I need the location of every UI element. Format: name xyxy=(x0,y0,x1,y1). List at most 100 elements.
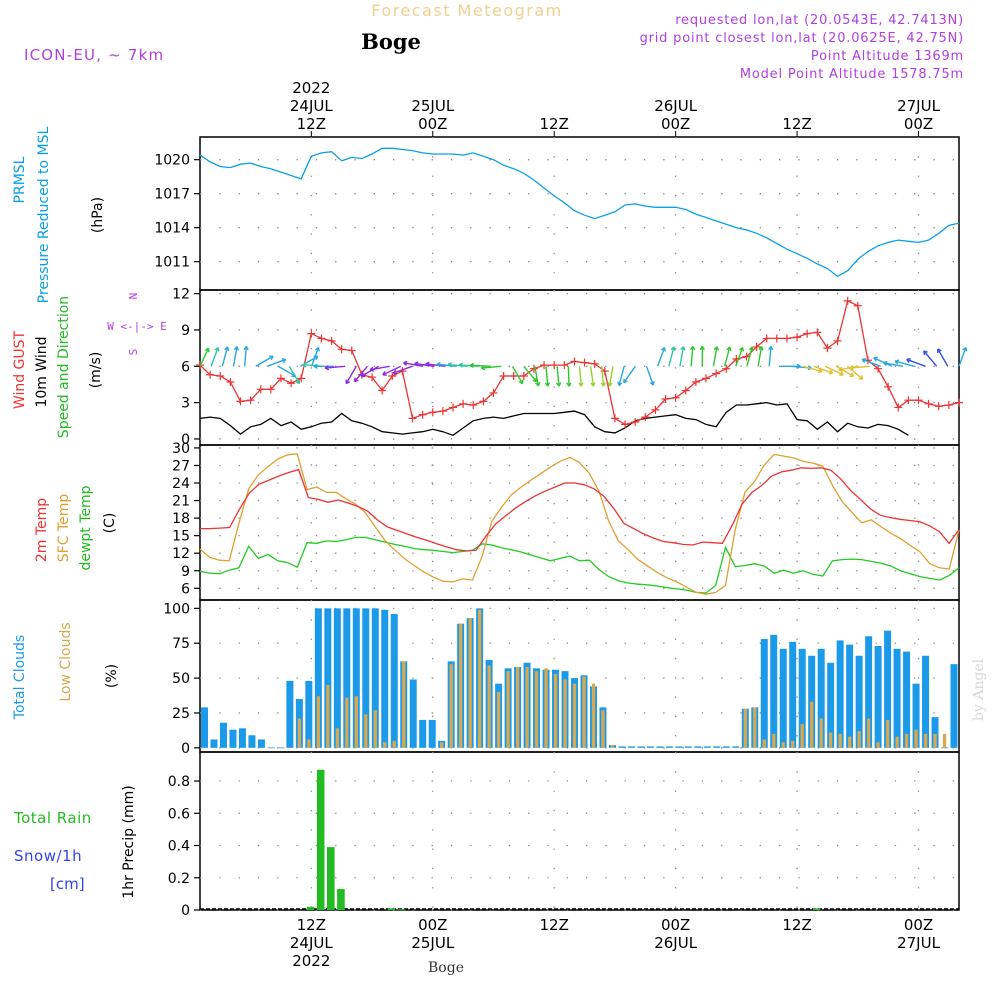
total-cloud-bar xyxy=(257,739,265,748)
wind-arrow xyxy=(567,366,570,387)
low-cloud-bar xyxy=(743,708,747,748)
wind-arrow-head xyxy=(269,355,274,361)
wind-arrow-head xyxy=(425,361,430,367)
total-cloud-bar xyxy=(836,640,844,748)
total-cloud-bar xyxy=(201,707,208,748)
wind-speed-dir-label: Speed and Direction xyxy=(56,296,72,438)
gust-marker xyxy=(449,403,457,412)
wind-arrow-head xyxy=(353,377,359,383)
bottom-time-label: 26JUL xyxy=(654,934,697,952)
wind-10m-label: 10m Wind xyxy=(34,336,50,407)
gust-marker xyxy=(702,374,710,383)
clouds-plot xyxy=(201,608,958,749)
gust-marker xyxy=(388,371,397,380)
wind-arrow-head xyxy=(447,362,452,368)
low-cloud-bar xyxy=(876,742,880,748)
total-cloud-bar xyxy=(893,648,901,748)
wind-arrow-head xyxy=(838,366,843,372)
compass-north: N xyxy=(127,293,140,300)
total-cloud-bar xyxy=(684,746,692,748)
wind-panel: 0 3 6 9 12 Wind GUST 10m Wind Speed and Dire… xyxy=(12,287,968,448)
wind-arrow-head xyxy=(937,348,942,353)
precip-frame xyxy=(199,751,960,911)
low-cloud-bar xyxy=(610,745,615,748)
wind-arrow xyxy=(768,346,772,367)
gust-marker xyxy=(934,402,943,411)
gust-marker xyxy=(752,342,761,351)
total-cloud-bar xyxy=(618,746,626,748)
gust-marker xyxy=(307,329,316,338)
wind-arrow xyxy=(447,363,468,367)
wind-arrow xyxy=(645,366,654,386)
wind-arrow xyxy=(601,366,605,387)
top-time-label: 00Z xyxy=(418,115,447,133)
gust-marker xyxy=(438,407,447,416)
low-cloud-bar xyxy=(326,685,330,748)
total-cloud-bar xyxy=(675,746,683,748)
y-tick-label: 0.4 xyxy=(168,839,190,855)
gust-marker xyxy=(803,329,812,338)
gust-marker xyxy=(793,333,802,342)
wind-arrow-head xyxy=(649,381,655,386)
low-cloud-bar xyxy=(544,668,548,748)
gust-marker xyxy=(762,334,771,343)
y-tick-label: 50 xyxy=(172,671,190,687)
clouds-panel: 0 25 50 75 100 Total Clouds Low Clouds (%) xyxy=(12,599,960,757)
gust-marker xyxy=(246,396,255,405)
low-cloud-bar xyxy=(307,739,311,748)
gust-marker xyxy=(833,336,842,345)
low-cloud-bar xyxy=(942,733,947,748)
total-cloud-bar xyxy=(362,608,370,748)
total-cloud-bar xyxy=(713,746,721,748)
wind-arrow xyxy=(534,366,540,387)
wind-arrow-head xyxy=(469,362,475,369)
gust-marker xyxy=(610,414,619,423)
gust-marker xyxy=(651,405,660,414)
wind-arrow xyxy=(883,362,904,367)
total-cloud-bar xyxy=(931,717,939,748)
location-title: Boge xyxy=(361,29,421,54)
precip-panel: 0 0.2 0.4 0.6 0.8 Total Rain Snow/1h [cm] 1h… xyxy=(13,751,960,919)
wind-arrow-head xyxy=(382,371,387,376)
bottom-time-label: 12Z xyxy=(782,916,811,934)
low-clouds-label: Low Clouds xyxy=(58,622,74,701)
gust-marker xyxy=(944,401,953,410)
low-cloud-bar xyxy=(402,661,406,748)
total-cloud-bar xyxy=(922,655,930,748)
wind-arrow-head xyxy=(758,346,764,351)
wind-arrow-head xyxy=(689,345,696,351)
wind-arrow-head xyxy=(623,378,628,384)
rain-label-total: Total Rain xyxy=(13,809,92,827)
gust-marker xyxy=(782,334,791,343)
wind-arrow xyxy=(578,366,582,387)
y-tick-label: 9 xyxy=(181,564,190,580)
wind-arrow xyxy=(481,365,502,369)
total-cloud-bar xyxy=(219,722,227,748)
gust-marker xyxy=(722,364,731,373)
rain-bar xyxy=(306,906,315,910)
low-cloud-bar xyxy=(572,683,577,748)
total-cloud-bar xyxy=(732,746,740,748)
low-cloud-bar xyxy=(923,733,928,748)
wind-arrow xyxy=(894,360,915,367)
grid-point-coords: grid point closest lon,lat (20.0625E, 42… xyxy=(640,31,964,46)
low-cloud-bar xyxy=(762,739,766,748)
wind-arrow-head xyxy=(617,381,623,387)
wind-arrow xyxy=(556,366,560,387)
rain-bar xyxy=(812,908,821,910)
gust-marker xyxy=(408,414,417,423)
gust-marker xyxy=(256,385,265,394)
y-tick-label: 0 xyxy=(181,432,190,448)
wind-arrow xyxy=(266,358,287,367)
wind-arrow-head xyxy=(680,346,686,351)
wind-arrow-head xyxy=(302,362,307,368)
total-cloud-bar xyxy=(846,644,854,748)
low-cloud-bar xyxy=(392,740,396,748)
gust-marker xyxy=(712,369,721,378)
temp-2m-label: 2m Temp xyxy=(34,498,50,562)
low-cloud-bar xyxy=(800,724,804,748)
wind-arrow-head xyxy=(590,382,596,387)
total-cloud-bar xyxy=(419,719,427,748)
